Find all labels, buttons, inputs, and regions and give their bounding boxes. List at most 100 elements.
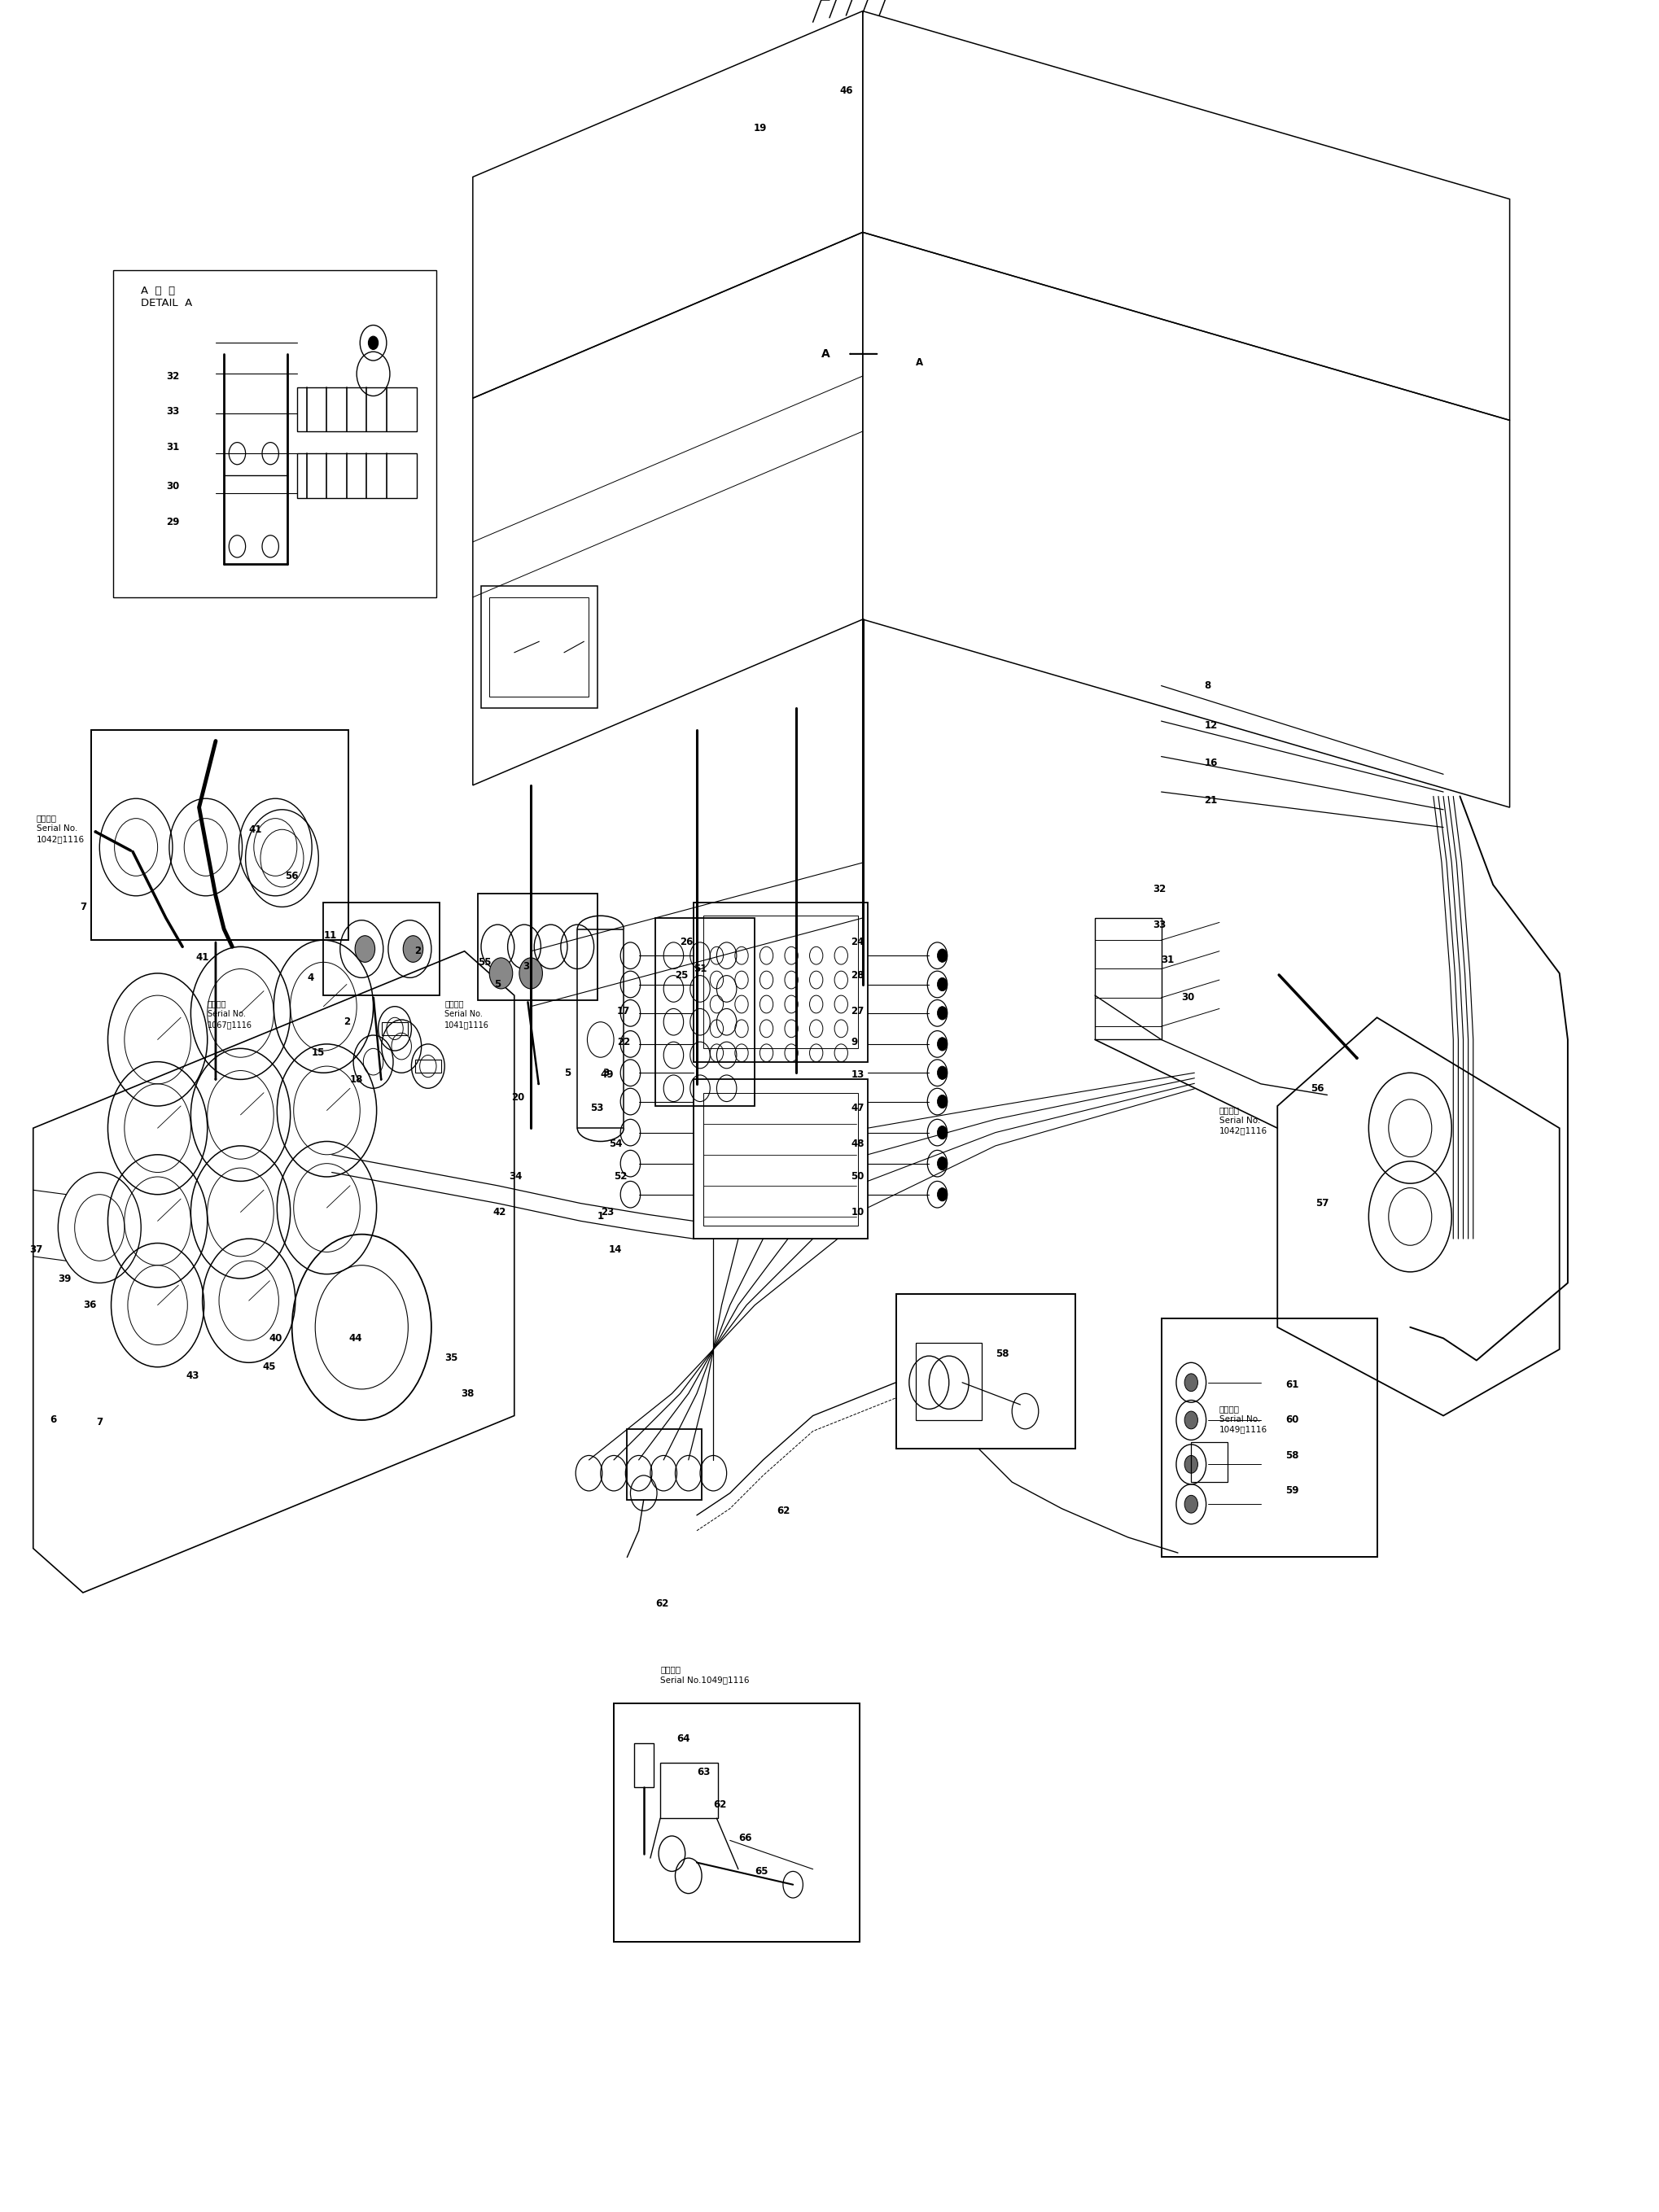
Text: 20: 20 bbox=[511, 1093, 524, 1102]
Circle shape bbox=[1185, 1455, 1198, 1473]
Bar bbox=[627, 1429, 702, 1500]
Text: 適用号機
Serial No.
1042～1116: 適用号機 Serial No. 1042～1116 bbox=[1219, 1106, 1267, 1135]
Text: 50: 50 bbox=[851, 1172, 864, 1181]
Bar bbox=[113, 270, 436, 597]
Circle shape bbox=[519, 958, 542, 989]
Circle shape bbox=[937, 1188, 947, 1201]
Text: 62: 62 bbox=[713, 1801, 727, 1809]
Text: 24: 24 bbox=[851, 938, 864, 947]
Text: 18: 18 bbox=[350, 1075, 363, 1084]
Text: 25: 25 bbox=[675, 971, 688, 980]
Text: 49: 49 bbox=[601, 1071, 614, 1079]
Bar bbox=[577, 929, 624, 1128]
Text: 17: 17 bbox=[617, 1006, 630, 1015]
Circle shape bbox=[937, 1157, 947, 1170]
Text: 26: 26 bbox=[680, 938, 693, 947]
Text: 22: 22 bbox=[617, 1037, 630, 1046]
Text: 適用号機
Serial No.1049～1116: 適用号機 Serial No.1049～1116 bbox=[660, 1666, 750, 1683]
Text: 62: 62 bbox=[655, 1599, 669, 1608]
Text: 45: 45 bbox=[262, 1363, 275, 1371]
Text: 41: 41 bbox=[249, 825, 262, 834]
Circle shape bbox=[937, 978, 947, 991]
Text: 56: 56 bbox=[1311, 1084, 1324, 1093]
Text: 3: 3 bbox=[523, 962, 529, 971]
Text: 23: 23 bbox=[601, 1208, 614, 1217]
Text: 54: 54 bbox=[609, 1139, 622, 1148]
Text: 4: 4 bbox=[307, 973, 314, 982]
Text: 11: 11 bbox=[324, 931, 337, 940]
Text: 62: 62 bbox=[776, 1506, 790, 1515]
Text: A: A bbox=[916, 358, 922, 367]
Text: 53: 53 bbox=[591, 1104, 604, 1113]
Text: 51: 51 bbox=[693, 964, 707, 973]
Text: 39: 39 bbox=[58, 1274, 71, 1283]
Text: 適用号機
Serial No.
1049～1116: 適用号機 Serial No. 1049～1116 bbox=[1219, 1405, 1267, 1433]
Bar bbox=[324, 902, 440, 995]
Bar bbox=[634, 1743, 654, 1787]
Bar bbox=[896, 1294, 1075, 1449]
Bar bbox=[693, 902, 868, 1062]
Text: 32: 32 bbox=[166, 372, 179, 380]
Text: 15: 15 bbox=[312, 1048, 325, 1057]
Circle shape bbox=[937, 1006, 947, 1020]
Bar bbox=[660, 1763, 718, 1818]
Text: 34: 34 bbox=[509, 1172, 523, 1181]
Circle shape bbox=[1185, 1374, 1198, 1391]
Text: 40: 40 bbox=[269, 1334, 282, 1343]
Text: 2: 2 bbox=[415, 947, 421, 956]
Circle shape bbox=[937, 949, 947, 962]
Circle shape bbox=[489, 958, 513, 989]
Text: 65: 65 bbox=[755, 1867, 768, 1876]
Text: 5: 5 bbox=[564, 1068, 571, 1077]
Text: 9: 9 bbox=[851, 1037, 858, 1046]
Text: 3: 3 bbox=[602, 1068, 609, 1077]
Text: 64: 64 bbox=[677, 1734, 690, 1743]
Text: 58: 58 bbox=[1286, 1451, 1299, 1460]
Text: 38: 38 bbox=[461, 1389, 474, 1398]
Bar bbox=[614, 1703, 859, 1942]
Text: 30: 30 bbox=[1181, 993, 1194, 1002]
Text: 30: 30 bbox=[166, 482, 179, 491]
Text: 19: 19 bbox=[753, 124, 766, 133]
Text: A  詳  細
DETAIL  A: A 詳 細 DETAIL A bbox=[141, 285, 192, 307]
Bar bbox=[703, 1093, 858, 1225]
Text: 59: 59 bbox=[1286, 1486, 1299, 1495]
Text: 1: 1 bbox=[597, 1212, 604, 1221]
Text: 43: 43 bbox=[186, 1371, 199, 1380]
Text: 8: 8 bbox=[1204, 681, 1211, 690]
Text: 27: 27 bbox=[851, 1006, 864, 1015]
Text: 52: 52 bbox=[614, 1172, 627, 1181]
Bar bbox=[382, 1022, 408, 1035]
Text: 58: 58 bbox=[995, 1349, 1009, 1358]
Text: 13: 13 bbox=[851, 1071, 864, 1079]
Text: 44: 44 bbox=[348, 1334, 362, 1343]
Text: 5: 5 bbox=[494, 980, 501, 989]
Bar bbox=[1161, 1318, 1377, 1557]
Text: 10: 10 bbox=[851, 1208, 864, 1217]
Bar bbox=[489, 597, 589, 697]
Text: 63: 63 bbox=[697, 1767, 710, 1776]
Bar bbox=[916, 1343, 982, 1420]
Circle shape bbox=[1185, 1495, 1198, 1513]
Bar bbox=[655, 918, 755, 1106]
Text: 46: 46 bbox=[839, 86, 853, 95]
Text: 35: 35 bbox=[445, 1354, 458, 1363]
Bar bbox=[1191, 1442, 1228, 1482]
Circle shape bbox=[368, 336, 378, 349]
Text: 2: 2 bbox=[343, 1018, 350, 1026]
Text: 12: 12 bbox=[1204, 721, 1218, 730]
Bar bbox=[478, 894, 597, 1000]
Circle shape bbox=[937, 1066, 947, 1079]
Text: 41: 41 bbox=[196, 953, 209, 962]
Bar bbox=[415, 1060, 441, 1073]
Text: 16: 16 bbox=[1204, 759, 1218, 768]
Text: 適用号機
Serial No.
1067～1116: 適用号機 Serial No. 1067～1116 bbox=[207, 1000, 252, 1029]
Bar bbox=[1095, 918, 1161, 1040]
Text: 66: 66 bbox=[738, 1834, 752, 1843]
Text: 7: 7 bbox=[96, 1418, 103, 1427]
Text: 33: 33 bbox=[166, 407, 179, 416]
Bar bbox=[703, 916, 858, 1048]
Text: 55: 55 bbox=[478, 958, 491, 967]
Text: 28: 28 bbox=[851, 971, 864, 980]
Text: 7: 7 bbox=[80, 902, 86, 911]
